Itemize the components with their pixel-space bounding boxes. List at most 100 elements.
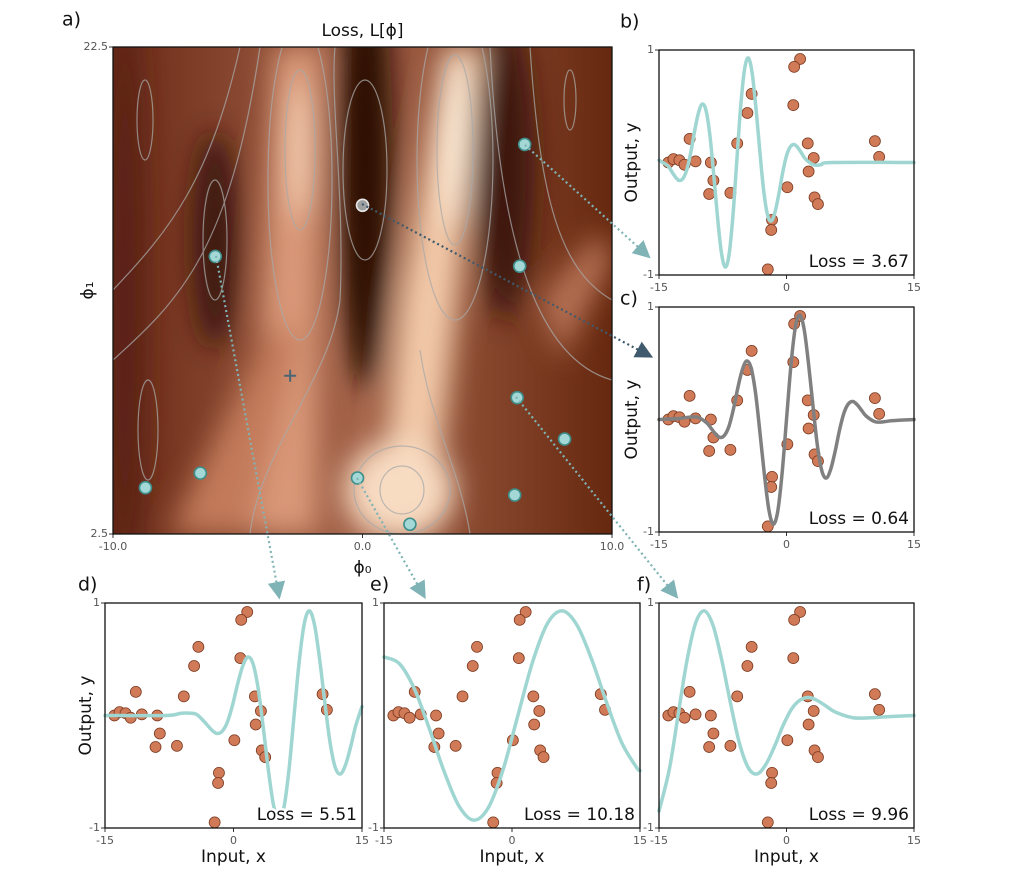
loss-annotation: Loss = 10.18 xyxy=(524,805,635,825)
plot-frame xyxy=(112,46,613,535)
data-point xyxy=(869,392,881,405)
y-tick-label: 1 xyxy=(372,596,379,609)
y-axis-label: Output, y xyxy=(76,676,96,756)
y-axis-label: Output, y xyxy=(622,123,642,203)
model-curve xyxy=(103,609,364,822)
data-point xyxy=(519,606,532,618)
data-point xyxy=(129,685,142,698)
model-curve xyxy=(657,313,916,526)
y-axis-label: Output, y xyxy=(622,380,642,460)
data-point xyxy=(487,816,500,829)
data-point xyxy=(812,751,824,764)
y-tick-label: -1 xyxy=(643,268,654,281)
data-point xyxy=(707,727,720,740)
data-point xyxy=(456,690,469,703)
panel-label: d) xyxy=(78,574,97,596)
data-point xyxy=(213,766,225,779)
x-tick-label: -10.0 xyxy=(99,540,127,553)
panel-label: f) xyxy=(637,574,651,596)
plot-area xyxy=(384,603,640,828)
x-tick-label: -15 xyxy=(650,538,668,551)
data-point xyxy=(466,660,479,672)
data-point xyxy=(703,741,716,753)
data-point xyxy=(781,734,794,747)
data-point xyxy=(177,690,190,703)
loss-annotation: Loss = 3.67 xyxy=(809,252,909,272)
data-point xyxy=(471,640,483,653)
data-point xyxy=(537,751,550,764)
data-point xyxy=(794,606,806,618)
parameter-point xyxy=(138,480,153,495)
plot-frame xyxy=(658,306,915,533)
data-point xyxy=(787,99,800,112)
model-curve xyxy=(657,56,916,269)
plot-frame xyxy=(658,49,915,276)
data-point xyxy=(802,718,815,731)
data-point xyxy=(745,640,758,653)
data-point xyxy=(781,181,794,194)
panel-label: a) xyxy=(62,9,81,31)
y-tick-label: 1 xyxy=(647,300,654,313)
x-tick-label: 0.0 xyxy=(354,540,372,553)
x-tick-label: -15 xyxy=(375,834,393,847)
x-tick-label: -15 xyxy=(96,834,114,847)
y-tick-label: 2.5 xyxy=(91,527,109,540)
data-point xyxy=(724,739,737,752)
loss-annotation: Loss = 0.64 xyxy=(809,509,909,529)
panel-label: c) xyxy=(620,288,638,310)
data-point xyxy=(807,705,820,717)
data-point xyxy=(192,640,205,653)
data-point xyxy=(741,107,754,119)
loss-annotation: Loss = 9.96 xyxy=(809,805,909,825)
data-point xyxy=(703,445,716,457)
y-tick-label: 1 xyxy=(647,43,654,56)
data-point xyxy=(153,727,166,740)
data-point xyxy=(513,613,526,626)
data-point xyxy=(869,688,881,701)
data-point xyxy=(403,711,416,724)
data-point xyxy=(787,652,800,665)
data-point xyxy=(761,263,774,276)
plot-frame xyxy=(104,602,363,829)
marker-plus xyxy=(284,369,297,382)
parameter-point xyxy=(193,466,208,480)
data-point xyxy=(512,652,525,665)
parameter-point xyxy=(517,137,532,152)
data-point xyxy=(432,727,445,740)
y-tick-label: -1 xyxy=(368,821,379,834)
data-point xyxy=(765,777,778,789)
plot-frame xyxy=(658,602,915,829)
data-point xyxy=(873,703,886,716)
data-point xyxy=(731,690,744,703)
data-point xyxy=(228,734,241,747)
data-point xyxy=(812,198,824,211)
x-axis-label: Input, x xyxy=(201,847,266,867)
data-point xyxy=(801,137,814,150)
x-axis-label: Input, x xyxy=(754,847,819,867)
data-point xyxy=(761,816,774,829)
y-tick-label: 1 xyxy=(647,596,654,609)
y-tick-label: -1 xyxy=(643,525,654,538)
x-tick-label: 15 xyxy=(633,834,647,847)
x-tick-label: 0 xyxy=(509,834,516,847)
x-tick-label: 15 xyxy=(907,834,921,847)
x-tick-label: 0 xyxy=(783,538,790,551)
data-point xyxy=(678,711,691,724)
x-tick-label: 15 xyxy=(907,538,921,551)
data-point xyxy=(741,660,754,672)
panel-title: Loss, L[ϕ] xyxy=(321,21,403,41)
data-point xyxy=(704,709,717,722)
data-point xyxy=(745,344,758,357)
data-point xyxy=(241,606,254,618)
x-tick-label: 0 xyxy=(783,281,790,294)
data-point xyxy=(794,53,806,65)
data-point xyxy=(171,739,183,752)
panel-label: b) xyxy=(620,11,639,33)
panel-label: e) xyxy=(370,574,389,596)
data-point xyxy=(788,613,801,626)
y-tick-label: -1 xyxy=(89,821,100,834)
x-axis-label: Input, x xyxy=(480,847,545,867)
loss-surface xyxy=(113,47,612,534)
